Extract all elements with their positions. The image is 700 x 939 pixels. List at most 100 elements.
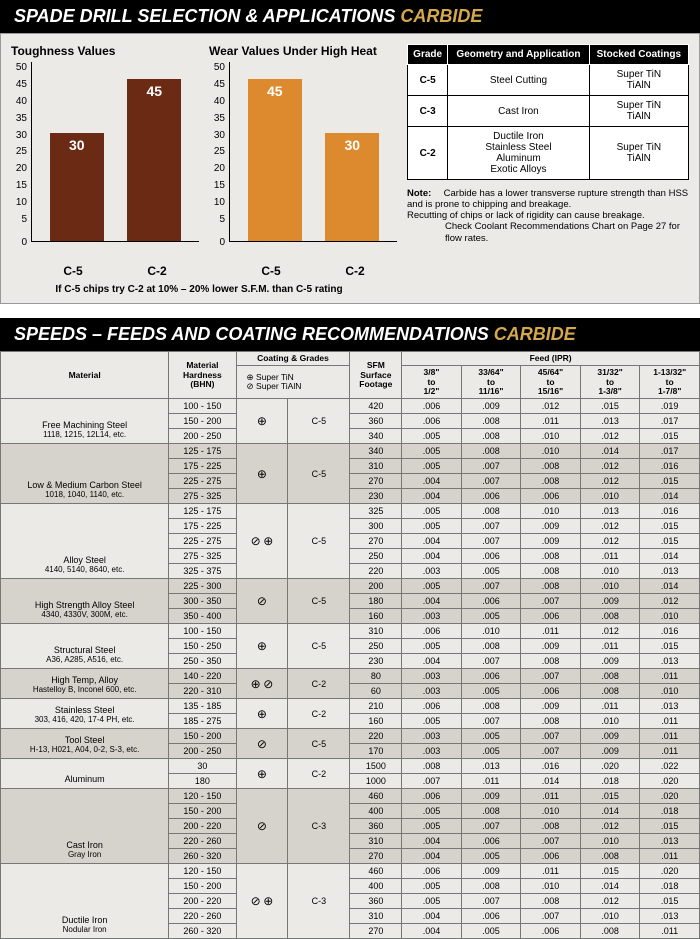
col-material: Material bbox=[1, 352, 169, 399]
feed-cell: .005 bbox=[402, 459, 462, 474]
feed-cell: .012 bbox=[580, 429, 640, 444]
feed-cell: .005 bbox=[402, 894, 462, 909]
sfm-cell: 340 bbox=[350, 444, 402, 459]
feed-cell: .006 bbox=[402, 789, 462, 804]
grade-code-cell: C-5 bbox=[288, 624, 350, 669]
speeds-table: MaterialMaterial Hardness (BHN)Coating &… bbox=[0, 351, 700, 939]
bhn-cell: 125 - 175 bbox=[169, 444, 236, 459]
sfm-cell: 250 bbox=[350, 549, 402, 564]
feed-cell: .005 bbox=[461, 849, 521, 864]
feed-cell: .010 bbox=[521, 804, 581, 819]
bhn-cell: 185 - 275 bbox=[169, 714, 236, 729]
feed-cell: .011 bbox=[640, 849, 700, 864]
grade-code-cell: C-2 bbox=[288, 669, 350, 699]
feed-cell: .008 bbox=[580, 684, 640, 699]
feed-cell: .011 bbox=[640, 924, 700, 939]
bhn-cell: 200 - 220 bbox=[169, 819, 236, 834]
feed-cell: .012 bbox=[580, 624, 640, 639]
coating-cell: Super TiNTiAlN bbox=[589, 127, 688, 180]
sfm-cell: 400 bbox=[350, 804, 402, 819]
table-row: Ductile IronNodular Iron120 - 150 C-3460… bbox=[1, 864, 700, 879]
coating-symbol-cell bbox=[236, 864, 288, 939]
sfm-cell: 310 bbox=[350, 624, 402, 639]
feed-cell: .012 bbox=[580, 894, 640, 909]
feed-cell: .007 bbox=[461, 894, 521, 909]
col-feed: 3/8"to1/2" bbox=[402, 366, 462, 399]
sfm-cell: 1500 bbox=[350, 759, 402, 774]
chart1-title: Toughness Values bbox=[11, 44, 199, 58]
feed-cell: .008 bbox=[461, 429, 521, 444]
feed-cell: .007 bbox=[521, 594, 581, 609]
feed-cell: .016 bbox=[640, 504, 700, 519]
feed-cell: .008 bbox=[580, 669, 640, 684]
feed-cell: .015 bbox=[640, 534, 700, 549]
sfm-cell: 270 bbox=[350, 849, 402, 864]
feed-cell: .007 bbox=[461, 534, 521, 549]
sfm-cell: 270 bbox=[350, 474, 402, 489]
super-tin-icon bbox=[257, 467, 267, 481]
feed-cell: .006 bbox=[461, 549, 521, 564]
material-cell: Low & Medium Carbon Steel1018, 1040, 114… bbox=[1, 444, 169, 504]
sfm-cell: 325 bbox=[350, 504, 402, 519]
feed-cell: .005 bbox=[402, 504, 462, 519]
material-cell: Tool SteelH-13, H021, A04, 0-2, S-3, etc… bbox=[1, 729, 169, 759]
feed-cell: .007 bbox=[521, 909, 581, 924]
col-sfm: SFM Surface Footage bbox=[350, 352, 402, 399]
feed-cell: .004 bbox=[402, 594, 462, 609]
feed-cell: .010 bbox=[461, 624, 521, 639]
sfm-cell: 300 bbox=[350, 519, 402, 534]
coating-symbol-cell bbox=[236, 399, 288, 444]
sfm-cell: 360 bbox=[350, 894, 402, 909]
coating-symbol-cell bbox=[236, 699, 288, 729]
bhn-cell: 200 - 250 bbox=[169, 744, 236, 759]
feed-cell: .008 bbox=[461, 879, 521, 894]
bhn-cell: 150 - 250 bbox=[169, 639, 236, 654]
feed-cell: .004 bbox=[402, 909, 462, 924]
feed-cell: .011 bbox=[640, 669, 700, 684]
col-feed: 1-13/32"to1-7/8" bbox=[640, 366, 700, 399]
feed-cell: .020 bbox=[640, 864, 700, 879]
feed-cell: .016 bbox=[640, 624, 700, 639]
sfm-cell: 210 bbox=[350, 699, 402, 714]
coating-cell: Super TiNTiAlN bbox=[589, 96, 688, 127]
feed-cell: .006 bbox=[521, 489, 581, 504]
bhn-cell: 125 - 175 bbox=[169, 504, 236, 519]
feed-cell: .010 bbox=[640, 609, 700, 624]
note-line-1: Recutting of chips or lack of rigidity c… bbox=[407, 210, 645, 221]
feed-cell: .004 bbox=[402, 849, 462, 864]
col-feed: 45/64"to15/16" bbox=[521, 366, 581, 399]
col-feed: 31/32"to1-3/8" bbox=[580, 366, 640, 399]
bhn-cell: 260 - 320 bbox=[169, 849, 236, 864]
grade-cell: C-5 bbox=[408, 65, 448, 96]
feed-cell: .007 bbox=[461, 654, 521, 669]
coating-symbol-cell bbox=[236, 444, 288, 504]
feed-cell: .012 bbox=[580, 459, 640, 474]
feed-cell: .010 bbox=[521, 879, 581, 894]
feed-cell: .008 bbox=[521, 459, 581, 474]
feed-cell: .006 bbox=[402, 864, 462, 879]
feed-cell: .014 bbox=[640, 579, 700, 594]
coating-symbol-cell bbox=[236, 624, 288, 669]
feed-cell: .012 bbox=[521, 399, 581, 414]
feed-cell: .003 bbox=[402, 729, 462, 744]
feed-cell: .003 bbox=[402, 684, 462, 699]
feed-cell: .009 bbox=[580, 654, 640, 669]
feed-cell: .006 bbox=[402, 624, 462, 639]
feed-cell: .011 bbox=[580, 549, 640, 564]
feed-cell: .012 bbox=[580, 819, 640, 834]
feed-cell: .010 bbox=[521, 504, 581, 519]
feed-cell: .009 bbox=[580, 594, 640, 609]
feed-cell: .008 bbox=[521, 579, 581, 594]
wear-chart: Wear Values Under High Heat 504540353025… bbox=[209, 44, 397, 278]
feed-cell: .010 bbox=[580, 564, 640, 579]
chart1-xlabels: C-5C-2 bbox=[11, 264, 199, 278]
bhn-cell: 275 - 325 bbox=[169, 489, 236, 504]
coating-symbol-cell bbox=[236, 669, 288, 699]
bhn-cell: 200 - 250 bbox=[169, 429, 236, 444]
sfm-cell: 270 bbox=[350, 534, 402, 549]
feed-cell: .008 bbox=[461, 414, 521, 429]
feed-cell: .010 bbox=[580, 909, 640, 924]
super-tin-icon bbox=[263, 894, 273, 908]
feed-cell: .013 bbox=[640, 699, 700, 714]
sfm-cell: 180 bbox=[350, 594, 402, 609]
